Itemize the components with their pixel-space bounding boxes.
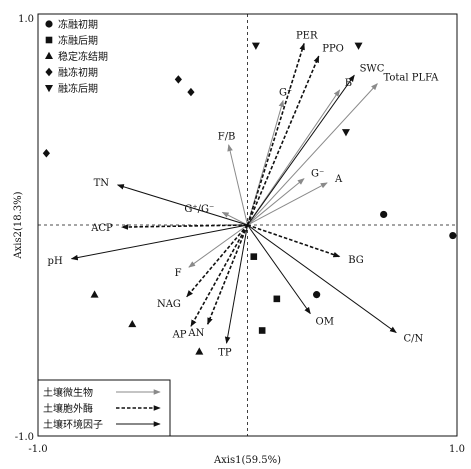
arrow-bg xyxy=(247,224,341,258)
legend-label-circle: 冻融初期 xyxy=(58,18,98,31)
point-square-3 xyxy=(258,327,266,334)
line-legend-label-3: 土壤环境因子 xyxy=(43,418,103,431)
point-square-1 xyxy=(250,253,258,260)
arrow-ppo xyxy=(246,55,320,226)
point-triangle-up-2 xyxy=(128,319,137,328)
x-tick-max: 1.0 xyxy=(449,444,465,455)
label-c-n: C/N xyxy=(404,333,424,344)
arrow-per xyxy=(246,42,305,226)
point-diamond-3 xyxy=(187,87,195,97)
point-diamond-1 xyxy=(42,149,50,158)
legend-label-diamond: 融冻初期 xyxy=(58,66,98,79)
point-circle-3 xyxy=(313,291,321,299)
label-tp: TP xyxy=(218,348,232,359)
label-total-plfa: Total PLFA xyxy=(383,73,439,84)
arrow-a xyxy=(247,182,328,226)
label-bg: BG xyxy=(348,255,364,266)
arrow-ap xyxy=(190,224,249,327)
arrow-gminus xyxy=(247,178,305,226)
label-acp: ACP xyxy=(90,223,113,234)
legend-marker-triangle-up xyxy=(45,51,53,59)
arrow-c-n xyxy=(247,224,397,334)
point-circle-1 xyxy=(380,210,388,219)
arrow-f-b xyxy=(227,144,248,226)
arrow-f xyxy=(188,224,248,268)
label-f: F xyxy=(175,268,182,279)
x-axis-label: Axis1(59.5%) xyxy=(213,455,281,466)
label-f-b: F/B xyxy=(218,132,236,143)
label-gminus: G⁻ xyxy=(311,168,324,179)
point-triangle-down-1 xyxy=(251,42,260,50)
point-triangle-down-3 xyxy=(341,129,350,137)
label-ph: pH xyxy=(48,256,63,267)
label-gplus-gminus: G⁺/G⁻ xyxy=(184,204,214,215)
legend-label-triangle-down: 融冻后期 xyxy=(58,82,98,95)
label-ppo: PPO xyxy=(322,43,344,54)
label-om: OM xyxy=(316,316,334,327)
line-legend-box xyxy=(37,379,171,437)
label-b: B xyxy=(345,78,352,89)
arrow-swc xyxy=(247,74,355,226)
arrow-an xyxy=(206,224,249,325)
arrow-gplus-gminus xyxy=(221,211,248,226)
point-triangle-up-1 xyxy=(90,290,99,298)
y-axis-label: Axis2(18.3%) xyxy=(13,191,24,259)
label-a: A xyxy=(334,174,343,185)
y-tick-min: -1.0 xyxy=(15,432,34,443)
arrow-tn xyxy=(116,184,248,226)
label-gplus: G⁺ xyxy=(279,87,292,98)
legend-label-square: 冻融后期 xyxy=(58,34,98,47)
point-triangle-down-2 xyxy=(354,42,363,50)
arrow-acp xyxy=(121,224,248,230)
label-nag: NAG xyxy=(157,299,181,310)
label-an: AN xyxy=(187,328,204,339)
label-tn: TN xyxy=(94,178,110,189)
x-tick-min: -1.0 xyxy=(28,444,47,455)
point-square-2 xyxy=(273,295,281,303)
line-legend-label-2: 土壤胞外酶 xyxy=(43,402,93,415)
legend-marker-circle xyxy=(45,20,53,28)
point-diamond-2 xyxy=(174,75,182,84)
y-tick-max: 1.0 xyxy=(18,14,34,25)
legend-marker-diamond xyxy=(45,67,53,77)
line-legend-label-1: 土壤微生物 xyxy=(43,386,93,399)
arrow-nag xyxy=(186,224,249,298)
label-per: PER xyxy=(296,30,318,41)
label-swc: SWC xyxy=(360,63,385,74)
legend-label-triangle-up: 稳定冻结期 xyxy=(58,50,108,63)
point-circle-2 xyxy=(449,231,457,240)
arrow-total-plfa xyxy=(247,83,378,226)
arrow-gplus xyxy=(247,99,285,226)
legend-marker-triangle-down xyxy=(45,85,53,93)
arrow-om xyxy=(247,224,311,315)
label-ap: AP xyxy=(172,330,187,341)
legend-marker-square xyxy=(45,36,53,44)
point-triangle-up-3 xyxy=(195,347,204,355)
arrow-b xyxy=(247,89,341,226)
arrow-tp xyxy=(224,224,248,344)
arrow-ph xyxy=(70,224,248,261)
